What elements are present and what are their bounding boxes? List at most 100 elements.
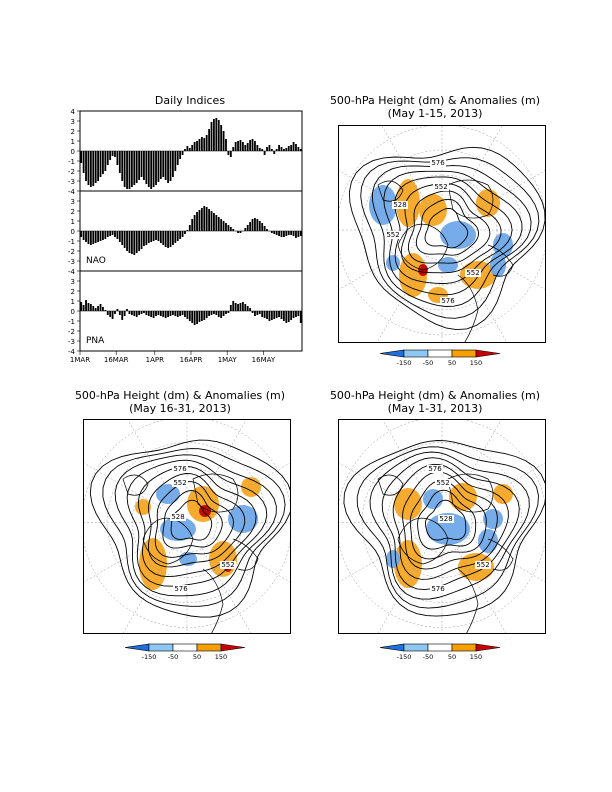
colorbar-label: 50	[193, 653, 201, 661]
bar	[181, 151, 184, 155]
bar	[102, 307, 104, 311]
contour-label: 552	[221, 561, 234, 569]
bar	[109, 311, 112, 317]
height-contour	[360, 157, 540, 319]
latitude-circle	[339, 420, 545, 628]
bar	[285, 231, 288, 236]
bar	[191, 219, 194, 231]
bar	[140, 151, 143, 177]
height-contour	[400, 182, 502, 274]
contour-label: 552	[434, 183, 447, 191]
height-contour	[409, 480, 487, 560]
bar	[280, 231, 283, 237]
bar	[80, 231, 83, 237]
negative-anomaly	[160, 517, 196, 541]
bar	[94, 151, 97, 183]
bar	[254, 311, 256, 316]
map-may-16-31: 576 552 528 552 576	[83, 419, 291, 634]
bar	[171, 311, 174, 315]
bar	[241, 142, 244, 151]
bar	[299, 311, 302, 323]
contour-label: 576	[431, 159, 445, 167]
coastline	[397, 223, 449, 271]
bar	[181, 231, 184, 237]
bar	[102, 151, 104, 174]
bar	[171, 151, 174, 177]
colorbar-segment	[172, 643, 198, 652]
bar	[164, 151, 167, 180]
bar	[99, 151, 102, 177]
bar	[227, 311, 230, 313]
bar	[246, 143, 249, 151]
bar	[232, 229, 235, 231]
bar	[167, 231, 169, 248]
bar	[280, 147, 283, 151]
negative-anomaly	[483, 509, 503, 529]
y-tick-label: 2	[71, 128, 75, 136]
contour-label-bg	[475, 561, 491, 569]
bar	[213, 213, 215, 231]
height-contour	[356, 446, 539, 609]
x-tick-label: 16MAR	[104, 356, 129, 363]
height-contour	[348, 146, 545, 331]
y-tick-label: -1	[68, 158, 75, 166]
bar	[222, 221, 225, 231]
bar	[118, 231, 121, 242]
bar	[97, 306, 100, 311]
bar	[174, 311, 177, 316]
positive-anomaly	[139, 538, 167, 590]
bar	[106, 231, 109, 237]
bar	[94, 231, 97, 243]
bar	[126, 151, 128, 189]
negative-anomaly	[386, 550, 400, 568]
bar	[162, 151, 165, 177]
bar	[92, 151, 95, 186]
bar	[217, 311, 220, 317]
y-tick-label: -4	[68, 348, 76, 356]
bar	[162, 231, 165, 245]
bar	[198, 210, 201, 231]
height-contour	[114, 454, 277, 597]
bar	[138, 311, 141, 315]
bar	[220, 125, 223, 151]
height-contour	[383, 170, 523, 296]
colorbar-label: 150	[470, 653, 482, 661]
bar	[249, 222, 252, 231]
bar	[196, 311, 198, 324]
bar	[263, 226, 266, 231]
bar	[164, 231, 167, 247]
bar	[285, 148, 288, 151]
y-tick-label: -1	[68, 318, 75, 326]
bar	[225, 223, 227, 231]
bar	[299, 231, 302, 236]
bar	[249, 140, 252, 151]
map3-subtitle: (May 1-31, 2013)	[387, 402, 483, 415]
coastline	[377, 180, 404, 202]
bar	[167, 311, 169, 317]
y-tick-label: -3	[68, 178, 75, 186]
contour-label: 576	[441, 297, 455, 305]
y-tick-label: 1	[71, 138, 75, 146]
bar	[191, 145, 194, 151]
bar	[203, 311, 206, 320]
bar	[227, 151, 230, 155]
bar	[135, 151, 138, 183]
height-contour	[407, 190, 491, 264]
bar	[251, 311, 254, 313]
bar	[109, 231, 112, 236]
bar	[167, 151, 169, 183]
bar	[176, 231, 179, 241]
bar	[116, 231, 119, 239]
height-contour	[148, 473, 246, 568]
bar	[280, 311, 283, 319]
contour-label-bg	[427, 465, 443, 473]
bar	[143, 311, 145, 313]
height-contour	[126, 459, 268, 587]
bar	[210, 211, 213, 231]
bar	[278, 231, 280, 236]
bar	[292, 142, 295, 151]
latitude-circle	[84, 420, 290, 628]
height-contour	[102, 448, 286, 607]
coastline	[122, 474, 149, 496]
bar	[290, 311, 293, 320]
